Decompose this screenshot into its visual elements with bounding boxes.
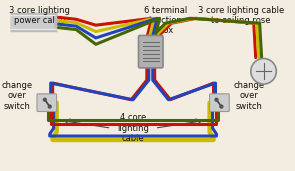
Text: change
over
switch: change over switch xyxy=(2,81,33,111)
Ellipse shape xyxy=(55,16,58,29)
Circle shape xyxy=(215,98,218,101)
Text: 3 core lighting cable
to ceiling rose: 3 core lighting cable to ceiling rose xyxy=(198,5,284,25)
Circle shape xyxy=(220,105,223,108)
FancyBboxPatch shape xyxy=(37,94,57,111)
Text: 4 core
lighting
cable: 4 core lighting cable xyxy=(117,113,149,143)
Circle shape xyxy=(43,98,46,101)
Text: change
over
switch: change over switch xyxy=(233,81,264,111)
Circle shape xyxy=(48,105,51,108)
Circle shape xyxy=(251,58,276,84)
Text: 6 terminal
junction
box: 6 terminal junction box xyxy=(144,5,187,35)
FancyBboxPatch shape xyxy=(210,94,229,111)
Text: 3 core lighting
power cable: 3 core lighting power cable xyxy=(9,5,70,25)
FancyBboxPatch shape xyxy=(138,35,163,68)
